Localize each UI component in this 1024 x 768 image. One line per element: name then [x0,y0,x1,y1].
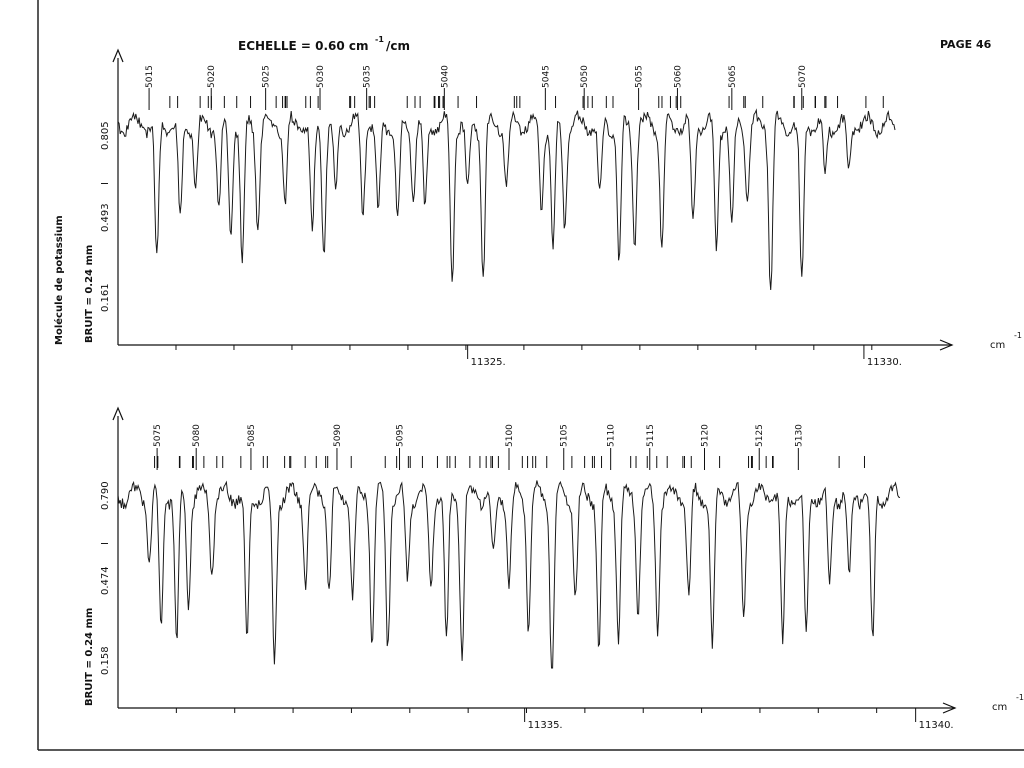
y-intensity-mark: I [100,542,111,545]
line-number-label: 5085 [247,424,257,447]
x-axis-arrow [939,339,954,351]
top-spectrum-panel: 11325. 11330. cm -1 0.161 0.493 0.805 I BRUIT = … [84,48,1022,368]
x-unit-label: cm [992,702,1007,713]
line-number-label: 5030 [316,65,326,88]
y-axis-arrow [112,48,124,63]
line-number-label: 5045 [541,65,551,88]
x-tick-label: 11335. [528,720,563,731]
y-tick-label: 0.805 [100,121,111,150]
line-number-label: 5065 [728,65,738,88]
x-tick-label: 11330. [867,357,902,368]
line-number-label: 5025 [262,65,272,88]
line-number-label: 5115 [646,424,656,447]
spectrum-trace [117,480,901,669]
line-number-label: 5075 [153,424,163,447]
y-tick-label: 0.474 [100,566,111,595]
y-axis-label: BRUIT = 0.24 mm [84,245,95,343]
line-number-label: 5125 [755,424,765,447]
line-number-label: 5035 [363,65,373,88]
line-number-label: 5020 [207,65,217,88]
x-tick-label: 11340. [919,720,954,731]
line-number-label: 5095 [396,424,406,447]
x-tick-label: 11325. [471,357,506,368]
y-intensity-mark: I [100,182,111,185]
line-number-label: 5105 [560,424,570,447]
y-tick-label: 0.493 [100,203,111,232]
x-unit-label: cm [990,340,1005,351]
spectrum-trace [117,108,896,291]
line-number-label: 5070 [798,65,808,88]
scale-label: ECHELLE = 0.60 cm [238,39,369,53]
line-number-label: 5090 [333,424,343,447]
molecule-label: Molécule de potassium [53,215,65,345]
y-tick-label: 0.158 [100,646,111,675]
line-number-label: 5130 [794,424,804,447]
x-unit-exponent: -1 [1016,693,1024,702]
line-number-label: 5080 [192,424,202,447]
y-tick-label: 0.790 [100,481,111,510]
line-number-label: 5120 [701,424,711,447]
page-number: PAGE 46 [940,38,992,51]
y-axis-arrow [112,406,124,421]
line-number-label: 5050 [580,65,590,88]
scale-tail: /cm [386,39,410,53]
line-number-label: 5040 [440,65,450,88]
line-number-label: 5110 [607,424,617,447]
y-tick-label: 0.161 [100,283,111,312]
bottom-spectrum-panel: 11335. 11340. cm -1 0.158 0.474 0.790 I BRUIT = … [84,406,1024,731]
y-axis-label: BRUIT = 0.24 mm [84,608,95,706]
x-unit-exponent: -1 [1014,331,1022,340]
x-axis-arrow [942,702,957,714]
line-number-label: 5100 [505,424,515,447]
line-number-label: 5055 [635,65,645,88]
scale-exponent: -1 [375,35,384,44]
line-number-label: 5060 [673,65,683,88]
line-number-label: 5015 [145,65,155,88]
